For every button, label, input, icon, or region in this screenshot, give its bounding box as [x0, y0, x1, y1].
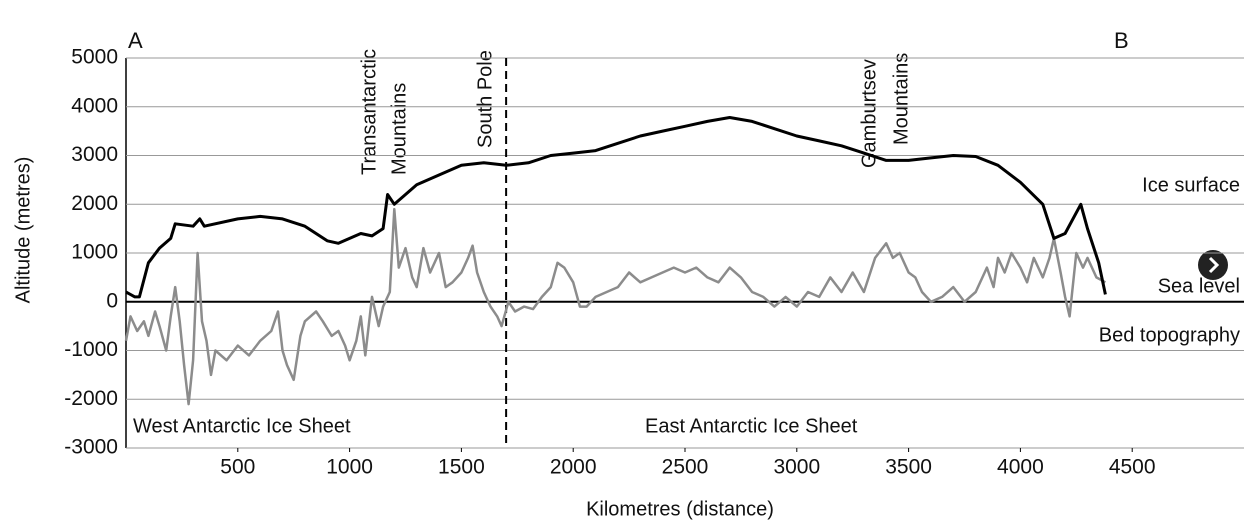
- x-tick-label: 2500: [662, 456, 709, 479]
- series-line: [124, 207, 1106, 406]
- y-tick-label: 1000: [71, 241, 118, 264]
- legend-label: Ice surface: [1142, 174, 1240, 196]
- legend-label: Bed topography: [1099, 324, 1240, 346]
- annotation: Transantarctic: [358, 49, 380, 175]
- x-tick-label: 2000: [550, 456, 597, 479]
- x-tick-label: 4500: [1109, 456, 1156, 479]
- x-tick-label: 3000: [773, 456, 820, 479]
- y-tick-label: 3000: [71, 143, 118, 166]
- x-tick-label: 500: [220, 456, 255, 479]
- x-axis-label: Kilometres (distance): [586, 498, 774, 520]
- y-axis-label: Altitude (metres): [12, 157, 34, 304]
- y-tick-label: 5000: [71, 46, 118, 69]
- annotation: West Antarctic Ice Sheet: [133, 415, 351, 437]
- annotation: Mountains: [890, 53, 912, 145]
- y-tick-label: 2000: [71, 192, 118, 215]
- y-tick-label: -2000: [64, 387, 118, 410]
- next-button[interactable]: [1198, 250, 1228, 280]
- annotation: East Antarctic Ice Sheet: [645, 415, 858, 437]
- annotation: Mountains: [388, 83, 410, 175]
- series-line: [125, 116, 1107, 299]
- x-tick-label: 1000: [326, 456, 373, 479]
- x-tick-label: 4000: [997, 456, 1044, 479]
- y-tick-label: 4000: [71, 94, 118, 117]
- annotation: Sea level: [1158, 275, 1240, 297]
- y-tick-label: -3000: [64, 436, 118, 459]
- x-tick-label: 3500: [885, 456, 932, 479]
- annotation: South Pole: [474, 50, 496, 148]
- annotation: Gamburtsev: [858, 59, 880, 168]
- x-tick-label: 1500: [438, 456, 485, 479]
- y-tick-label: -1000: [64, 338, 118, 361]
- annotation: A: [128, 28, 143, 53]
- y-tick-label: 0: [106, 289, 118, 312]
- annotation: B: [1114, 28, 1129, 53]
